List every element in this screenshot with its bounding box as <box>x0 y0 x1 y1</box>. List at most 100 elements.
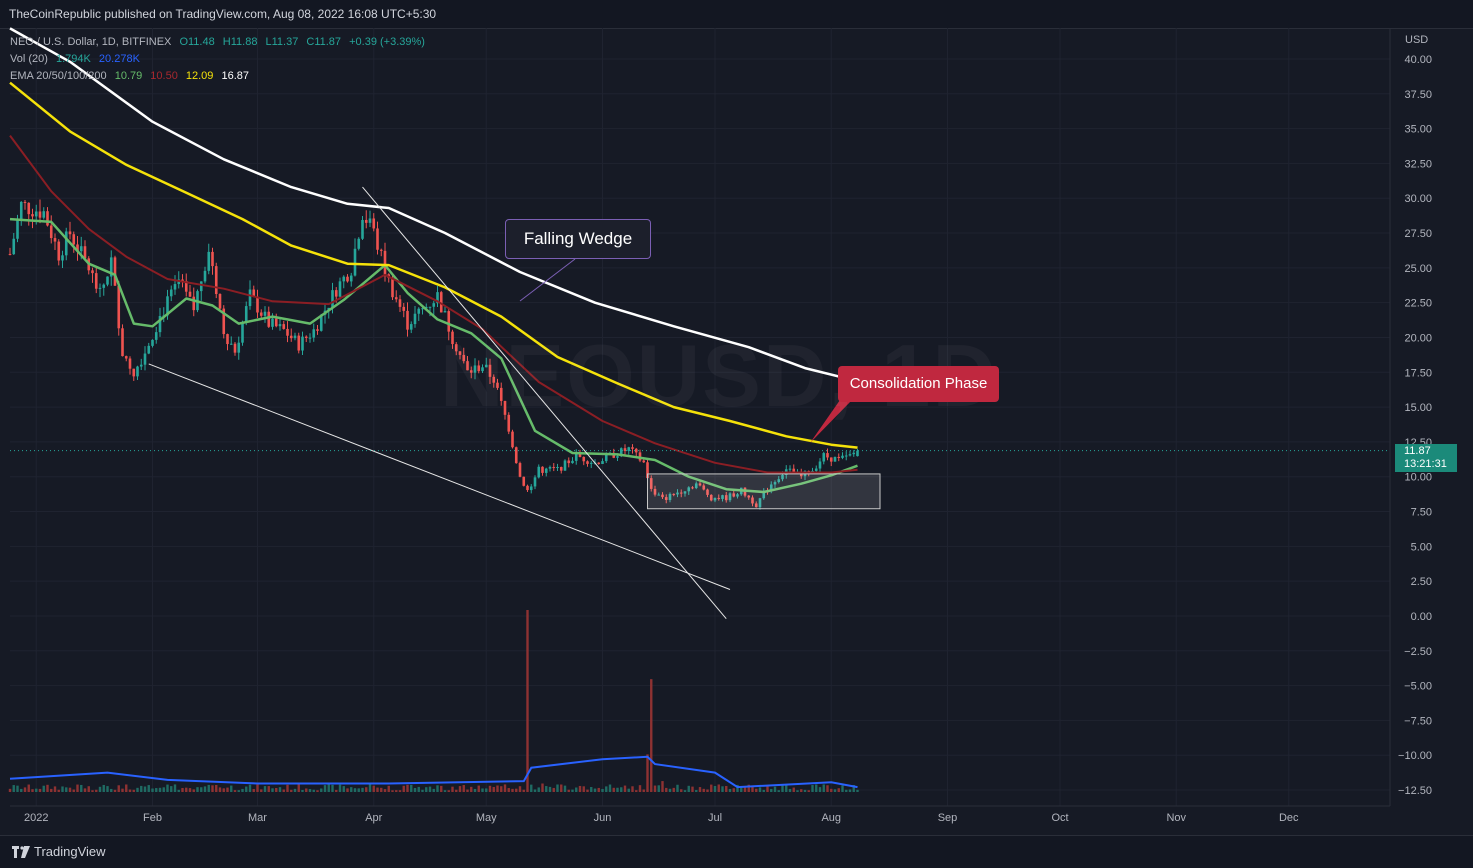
candle-body <box>12 238 16 255</box>
volume-bar <box>158 787 162 792</box>
volume-bar <box>605 786 608 792</box>
y-tick-label: 27.50 <box>1404 228 1432 240</box>
volume-bar <box>841 785 844 792</box>
volume-bar <box>308 789 312 792</box>
volume-bar <box>567 789 570 792</box>
candle-body <box>128 358 132 369</box>
volume-bar <box>687 785 690 792</box>
x-tick-label: Aug <box>821 812 841 824</box>
volume-bar <box>293 788 297 792</box>
tradingview-brand[interactable]: TradingView <box>34 844 106 859</box>
ema-legend: EMA 20/50/100/200 10.79 10.50 12.09 16.8… <box>10 70 254 82</box>
volume-bar <box>755 788 758 792</box>
candle-body <box>214 266 218 295</box>
volume-label[interactable]: Vol (20) <box>10 53 48 65</box>
volume-bar <box>83 788 87 792</box>
ohlc-legend: NEO / U.S. Dollar, 1D, BITFINEX O11.48 H… <box>10 36 430 48</box>
candle-body <box>792 468 796 474</box>
candle-body <box>154 332 158 340</box>
candle-body <box>57 241 61 261</box>
open-value: O11.48 <box>179 36 215 48</box>
volume-bar <box>432 788 435 792</box>
x-tick-label: Feb <box>143 812 162 824</box>
volume-bar <box>732 788 735 792</box>
candle-body <box>646 462 649 479</box>
volume-bar <box>590 787 593 792</box>
volume-bar <box>267 786 270 792</box>
volume-bar <box>398 790 402 792</box>
volume-bar <box>455 789 458 792</box>
volume-bar <box>751 786 754 792</box>
candle-body <box>316 329 319 331</box>
x-tick-label: Oct <box>1051 812 1068 824</box>
x-tick-label: Jun <box>594 812 612 824</box>
tradingview-logo-icon[interactable] <box>12 846 30 858</box>
volume-bar <box>335 789 338 792</box>
candle-body <box>188 291 192 297</box>
candle-body <box>507 414 511 432</box>
candle-body <box>218 294 222 309</box>
volume-bar <box>443 790 447 792</box>
x-tick-label: Dec <box>1279 812 1299 824</box>
candle-body <box>826 453 829 458</box>
candle-body <box>586 461 589 464</box>
candle-body <box>413 313 417 325</box>
volume-bar <box>541 783 544 792</box>
y-tick-label: 40.00 <box>1404 54 1432 66</box>
currency-label[interactable]: USD <box>1405 34 1429 46</box>
ema-label[interactable]: EMA 20/50/100/200 <box>10 70 107 82</box>
candle-body <box>241 323 244 343</box>
candle-body <box>229 343 233 345</box>
y-tick-label: 7.50 <box>1411 507 1432 519</box>
volume-bar <box>608 784 612 792</box>
trendline-wedge-lower <box>148 363 731 590</box>
volume-bar <box>533 789 537 792</box>
candle-body <box>567 460 571 464</box>
volume-bar <box>826 785 829 792</box>
volume-bar <box>451 786 454 792</box>
volume-bar <box>61 786 64 792</box>
volume-bar <box>556 784 559 792</box>
volume-bar <box>470 786 473 792</box>
candle-body <box>72 234 76 245</box>
top-bar: TheCoinRepublic published on TradingView… <box>0 0 1473 29</box>
volume-ma-value: 20.278K <box>98 53 140 65</box>
volume-bar <box>563 785 567 792</box>
volume-bar <box>327 784 330 792</box>
candle-body <box>64 231 68 256</box>
candle-body <box>514 447 518 464</box>
symbol-label[interactable]: NEO / U.S. Dollar, 1D, BITFINEX <box>10 36 172 48</box>
volume-bar <box>417 786 420 792</box>
candle-body <box>334 290 338 297</box>
price-chart[interactable]: 40.00 37.50 35.00 32.50 30.00 27.50 25.00 22.50… <box>0 0 1473 835</box>
y-tick-label: −2.50 <box>1404 646 1432 658</box>
candle-body <box>267 311 271 327</box>
candle-body <box>256 296 259 313</box>
candle-body <box>143 353 147 365</box>
candle-body <box>702 485 706 490</box>
volume-bar <box>665 787 668 792</box>
high-value: H11.88 <box>222 36 258 48</box>
last-price-value: 11.87 <box>1404 445 1431 457</box>
candle-body <box>94 273 98 289</box>
candle-body <box>8 253 12 255</box>
volume-bar <box>331 784 334 792</box>
ema50-value: 10.50 <box>150 70 178 82</box>
candle-body <box>582 456 586 462</box>
y-tick-label: 5.00 <box>1411 541 1432 553</box>
volume-bar <box>833 789 837 792</box>
candle-body <box>736 494 739 497</box>
candle-body <box>649 478 653 489</box>
volume-bar <box>151 788 154 792</box>
volume-bar <box>616 787 619 792</box>
y-tick-label: −5.00 <box>1404 681 1432 693</box>
candle-body <box>856 450 859 457</box>
y-tick-label: −7.50 <box>1404 715 1432 727</box>
volume-bar <box>485 788 488 792</box>
volume-bar <box>518 786 522 792</box>
candle-body <box>492 376 496 383</box>
candle-body <box>353 248 357 276</box>
candle-body <box>42 211 46 218</box>
candle-body <box>121 328 124 357</box>
y-tick-label: 2.50 <box>1411 576 1432 588</box>
